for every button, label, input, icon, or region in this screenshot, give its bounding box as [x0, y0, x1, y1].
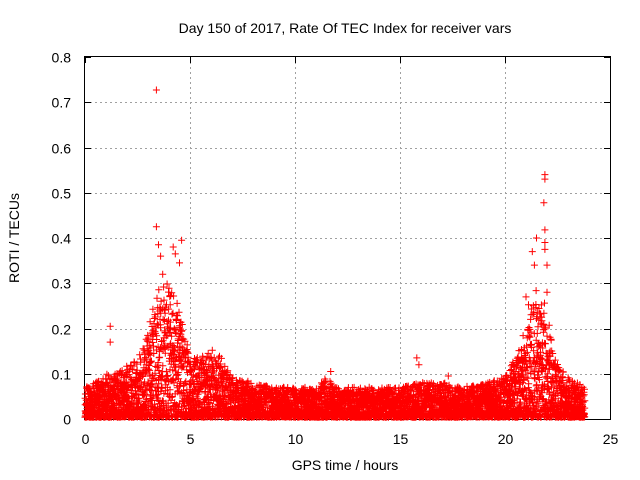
x-tick-label: 10 [288, 431, 304, 447]
roti-outlier-point [171, 250, 179, 258]
roti-outlier-point [152, 223, 160, 231]
data-points [81, 86, 589, 421]
roti-outlier-point [106, 322, 114, 330]
x-tick-label: 15 [393, 431, 409, 447]
y-tick-label: 0 [63, 412, 71, 428]
roti-outlier-point [178, 236, 186, 244]
x-tick-label: 20 [498, 431, 514, 447]
roti-outlier-point [146, 318, 154, 326]
roti-outlier-point [541, 239, 549, 247]
y-tick-label: 0.7 [52, 95, 72, 111]
y-axis-label: ROTI / TECUs [6, 193, 22, 283]
roti-outlier-point [106, 338, 114, 346]
roti-outlier-point [444, 372, 452, 380]
roti-outlier-point [155, 241, 162, 249]
y-tick-label: 0.1 [52, 367, 72, 383]
roti-outlier-point [413, 354, 421, 362]
roti-point-cloud [81, 280, 589, 421]
roti-outlier-point [152, 86, 160, 94]
roti-outlier-point [528, 248, 536, 256]
y-tick-label: 0.2 [52, 322, 72, 338]
y-tick-label: 0.4 [52, 231, 72, 247]
y-tick-label: 0.6 [52, 141, 72, 157]
roti-outlier-point [415, 361, 423, 369]
roti-outlier-point [541, 245, 549, 253]
roti-outlier-point [522, 293, 530, 301]
y-tick-label: 0.3 [52, 276, 72, 292]
roti-outlier-point [541, 175, 549, 183]
x-tick-label: 5 [187, 431, 195, 447]
roti-outlier-point [540, 199, 548, 207]
x-tick-label: 0 [82, 431, 90, 447]
roti-outlier-point [543, 261, 551, 269]
y-tick-label: 0.5 [52, 186, 72, 202]
roti-outlier-point [159, 270, 167, 278]
x-axis-label: GPS time / hours [292, 457, 399, 473]
roti-outlier-point [157, 252, 165, 260]
roti-outlier-point [327, 367, 335, 375]
roti-outlier-point [176, 259, 183, 267]
x-tick-label: 25 [603, 431, 619, 447]
y-tick-labels: 0 0.1 0.2 0.3 0.4 0.5 0.6 0.7 0.8 [52, 50, 72, 428]
y-tick-label: 0.8 [52, 50, 72, 66]
roti-outlier-point [169, 243, 177, 251]
roti-outlier-point [543, 288, 551, 296]
roti-outlier-point [541, 226, 549, 234]
chart-title: Day 150 of 2017, Rate Of TEC Index for r… [179, 20, 512, 36]
roti-outlier-point [530, 261, 538, 269]
x-tick-labels: 0 5 10 15 20 25 [82, 431, 619, 447]
roti-outlier-point [533, 234, 540, 242]
